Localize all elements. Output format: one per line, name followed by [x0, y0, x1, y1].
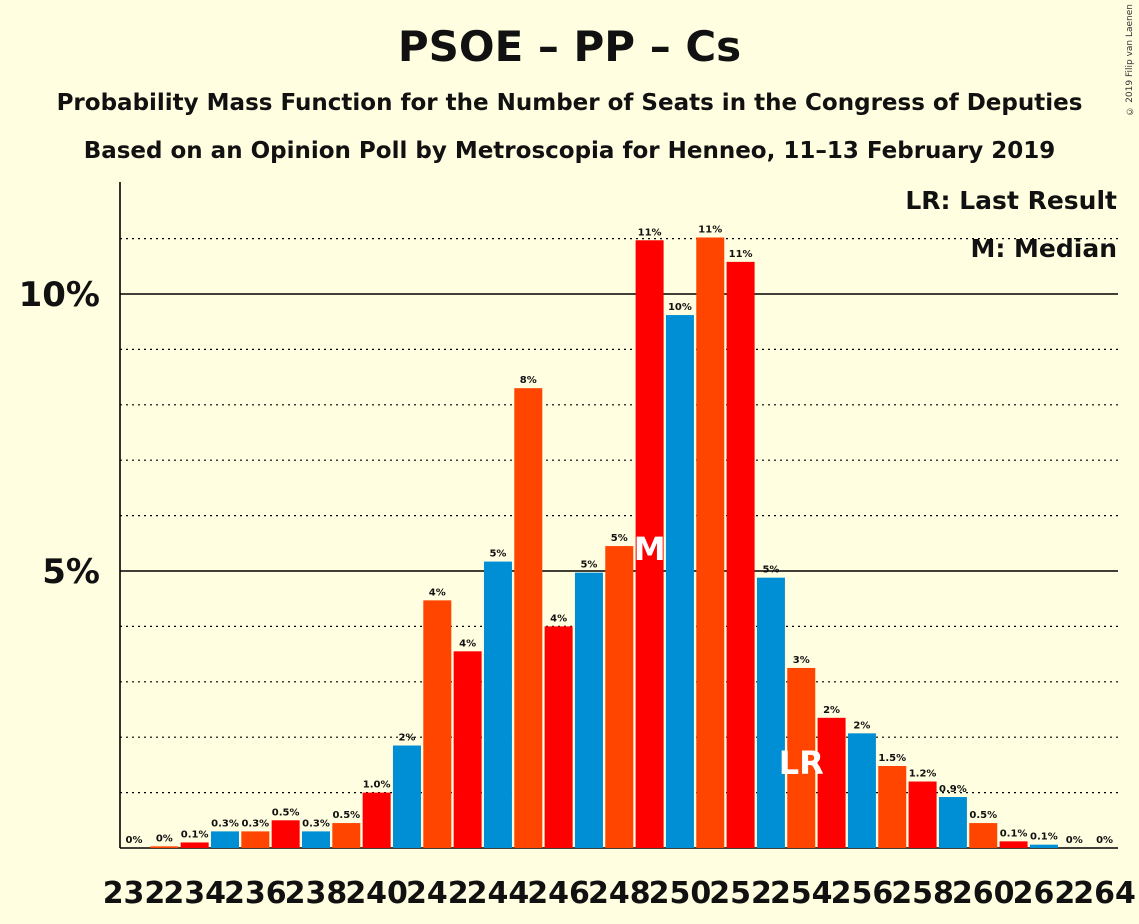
x-tick-label: 260: [952, 876, 1015, 911]
bar-242: [423, 600, 452, 848]
value-label-236: 0.3%: [241, 818, 269, 829]
value-label-248: 5%: [611, 533, 628, 544]
value-label-242: 4%: [429, 587, 446, 598]
value-label-238: 0.3%: [302, 818, 330, 829]
bar-239: [332, 823, 361, 848]
x-tick-label: 244: [467, 876, 530, 911]
x-tick-label: 238: [285, 876, 348, 911]
bar-249: [635, 240, 664, 849]
bar-233: [150, 846, 179, 848]
x-tick-label: 246: [527, 876, 590, 911]
value-label-254: 3%: [793, 655, 810, 666]
bar-240: [362, 792, 391, 848]
value-label-251: 11%: [698, 224, 722, 235]
y-tick-label: 10%: [19, 275, 100, 315]
bar-247: [574, 572, 603, 848]
value-label-256: 2%: [853, 720, 870, 731]
value-label-258: 1.2%: [909, 769, 937, 780]
value-label-259: 0.9%: [939, 784, 967, 795]
chart-title: PSOE – PP – Cs: [397, 22, 742, 71]
value-label-253: 5%: [762, 565, 779, 576]
value-label-244: 5%: [489, 549, 506, 560]
x-tick-label: 250: [649, 876, 712, 911]
bar-260: [969, 823, 998, 848]
x-tick-label: 242: [406, 876, 469, 911]
value-label-239: 0.5%: [332, 810, 360, 821]
x-tick-label: 252: [709, 876, 772, 911]
x-tick-label: 258: [891, 876, 954, 911]
bar-243: [453, 651, 482, 848]
x-tick-label: 234: [163, 876, 226, 911]
value-label-245: 8%: [520, 375, 537, 386]
bar-238: [301, 831, 330, 848]
value-label-247: 5%: [580, 560, 597, 571]
value-label-232: 0%: [126, 835, 143, 846]
last-result-marker: LR: [779, 744, 824, 782]
legend-last-result: LR: Last Result: [905, 186, 1117, 215]
x-tick-label: 262: [1013, 876, 1076, 911]
bar-258: [908, 781, 937, 848]
value-label-249: 11%: [638, 227, 662, 238]
value-label-234: 0.1%: [181, 829, 209, 840]
bar-250: [665, 315, 694, 848]
x-tick-label: 256: [831, 876, 894, 911]
bar-255: [817, 717, 846, 848]
x-tick-label: 248: [588, 876, 651, 911]
x-tick-label: 264: [1073, 876, 1136, 911]
value-label-262: 0.1%: [1030, 832, 1058, 843]
bar-236: [241, 831, 270, 848]
bar-251: [696, 237, 725, 848]
bar-245: [514, 388, 543, 848]
value-label-246: 4%: [550, 613, 567, 624]
value-label-237: 0.5%: [272, 807, 300, 818]
bar-257: [878, 766, 907, 848]
bar-252: [726, 261, 755, 848]
bar-253: [756, 577, 785, 848]
chart-subtitle-2: Based on an Opinion Poll by Metroscopia …: [83, 138, 1056, 164]
value-label-257: 1.5%: [878, 753, 906, 764]
y-tick-label: 5%: [42, 552, 100, 592]
median-marker: M: [634, 530, 666, 568]
bar-241: [392, 745, 421, 848]
value-label-233: 0%: [156, 833, 173, 844]
value-label-261: 0.1%: [1000, 828, 1028, 839]
bar-254: [787, 667, 816, 848]
bar-235: [210, 831, 239, 848]
value-label-255: 2%: [823, 705, 840, 716]
bar-261: [999, 841, 1028, 848]
value-label-240: 1.0%: [363, 780, 391, 791]
value-label-263: 0%: [1066, 835, 1083, 846]
x-tick-label: 236: [224, 876, 287, 911]
bar-237: [271, 820, 300, 848]
bar-259: [938, 797, 967, 848]
x-tick-label: 232: [103, 876, 166, 911]
value-label-241: 2%: [398, 733, 415, 744]
bar-246: [544, 626, 573, 848]
bar-244: [483, 561, 512, 848]
x-tick-label: 240: [345, 876, 408, 911]
value-label-264: 0%: [1096, 835, 1113, 846]
bar-262: [1029, 844, 1058, 848]
chart-subtitle-1: Probability Mass Function for the Number…: [56, 90, 1083, 116]
value-label-243: 4%: [459, 638, 476, 649]
bar-256: [847, 733, 876, 848]
value-label-235: 0.3%: [211, 818, 239, 829]
x-tick-label: 254: [770, 876, 833, 911]
value-label-250: 10%: [668, 302, 692, 313]
value-label-252: 11%: [729, 249, 753, 260]
bar-234: [180, 842, 209, 848]
bar-248: [605, 546, 634, 848]
value-label-260: 0.5%: [969, 810, 997, 821]
